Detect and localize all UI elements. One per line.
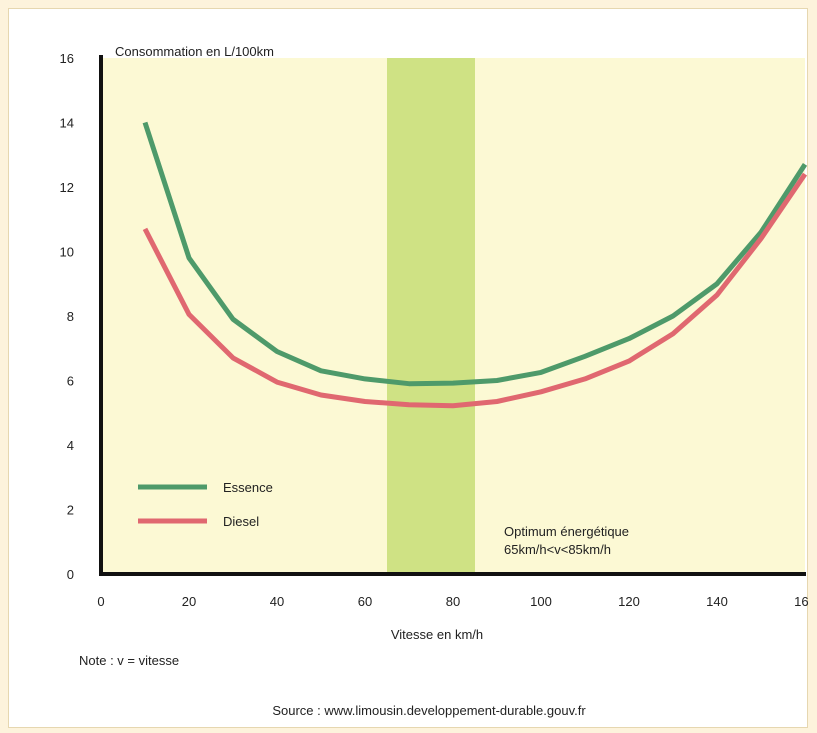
x-tick-label: 20: [182, 594, 196, 609]
y-tick-label: 0: [67, 567, 74, 582]
y-tick-label: 2: [67, 503, 74, 518]
optimum-annotation-title: Optimum énergétique: [504, 524, 629, 539]
y-tick-label: 6: [67, 374, 74, 389]
consumption-chart: 0246810121416020406080100120140160Consom…: [60, 44, 809, 718]
y-tick-label: 10: [60, 245, 74, 260]
x-tick-label: 120: [618, 594, 640, 609]
legend-label-diesel: Diesel: [223, 514, 259, 529]
x-axis-label: Vitesse en km/h: [391, 627, 483, 642]
optimum-annotation-range: 65km/h<v<85km/h: [504, 542, 611, 557]
x-tick-label: 100: [530, 594, 552, 609]
x-tick-label: 160: [794, 594, 809, 609]
note-text: Note : v = vitesse: [79, 653, 179, 668]
legend-label-essence: Essence: [223, 480, 273, 495]
chart-frame: 0246810121416020406080100120140160Consom…: [8, 8, 809, 728]
series-line-diesel: [142, 172, 808, 409]
y-tick-label: 14: [60, 116, 74, 131]
y-tick-label: 12: [60, 180, 74, 195]
x-tick-label: 40: [270, 594, 284, 609]
y-tick-label: 4: [67, 438, 74, 453]
optimum-band: [387, 58, 475, 574]
series-line-essence: [142, 121, 808, 387]
x-tick-label: 0: [97, 594, 104, 609]
x-tick-label: 60: [358, 594, 372, 609]
x-tick-label: 140: [706, 594, 728, 609]
x-tick-label: 80: [446, 594, 460, 609]
source-text: Source : www.limousin.developpement-dura…: [272, 703, 586, 718]
y-tick-label: 16: [60, 51, 74, 66]
y-axis-label: Consommation en L/100km: [115, 44, 274, 59]
y-tick-label: 8: [67, 309, 74, 324]
